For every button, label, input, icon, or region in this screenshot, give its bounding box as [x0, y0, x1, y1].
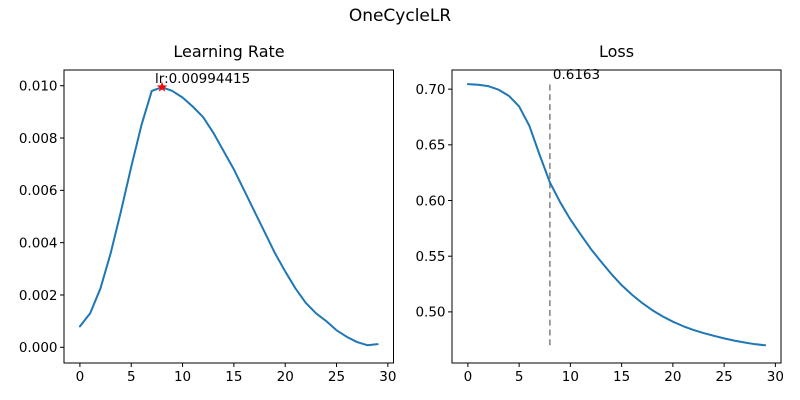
- y-tick-label: 0.004: [19, 235, 58, 251]
- x-tick-label: 0: [464, 369, 473, 385]
- x-tick-label: 25: [716, 369, 733, 385]
- y-tick-label: 0.010: [19, 78, 58, 94]
- y-tick-label: 0.55: [415, 249, 445, 265]
- x-tick-label: 10: [174, 369, 191, 385]
- x-tick-label: 30: [379, 369, 396, 385]
- figure-suptitle: OneCycleLR: [348, 6, 452, 26]
- axes-title-learning-rate: Learning Rate: [173, 42, 285, 61]
- lr-peak-annotation: lr:0.00994415: [155, 71, 251, 88]
- y-tick-label: 0.50: [415, 305, 445, 321]
- loss-curve: [466, 83, 767, 347]
- x-tick-label: 20: [664, 369, 681, 385]
- axes-title-loss: Loss: [598, 42, 635, 61]
- x-tick-label: 20: [277, 369, 294, 385]
- x-tick-label: 15: [613, 369, 630, 385]
- x-tick-label: 5: [515, 369, 524, 385]
- x-tick-label: 30: [767, 369, 784, 385]
- learning_rate-curve: [78, 86, 379, 347]
- y-tick-label: 0.002: [19, 288, 58, 304]
- x-tick-label: 15: [225, 369, 242, 385]
- axes-spines: [63, 69, 394, 364]
- loss-vline-label: 0.6163: [552, 66, 601, 83]
- y-tick-label: 0.70: [415, 82, 445, 98]
- x-tick-label: 25: [328, 369, 345, 385]
- x-tick-label: 0: [76, 369, 85, 385]
- x-tick-label: 10: [562, 369, 579, 385]
- x-tick-label: 5: [127, 369, 136, 385]
- y-tick-label: 0.60: [415, 193, 445, 209]
- y-tick-label: 0.000: [19, 340, 58, 356]
- y-tick-label: 0.65: [415, 138, 445, 154]
- y-tick-label: 0.006: [19, 183, 58, 199]
- y-tick-label: 0.008: [19, 131, 58, 147]
- peak-marker-star-icon: [156, 81, 168, 92]
- axes-spines: [451, 69, 782, 364]
